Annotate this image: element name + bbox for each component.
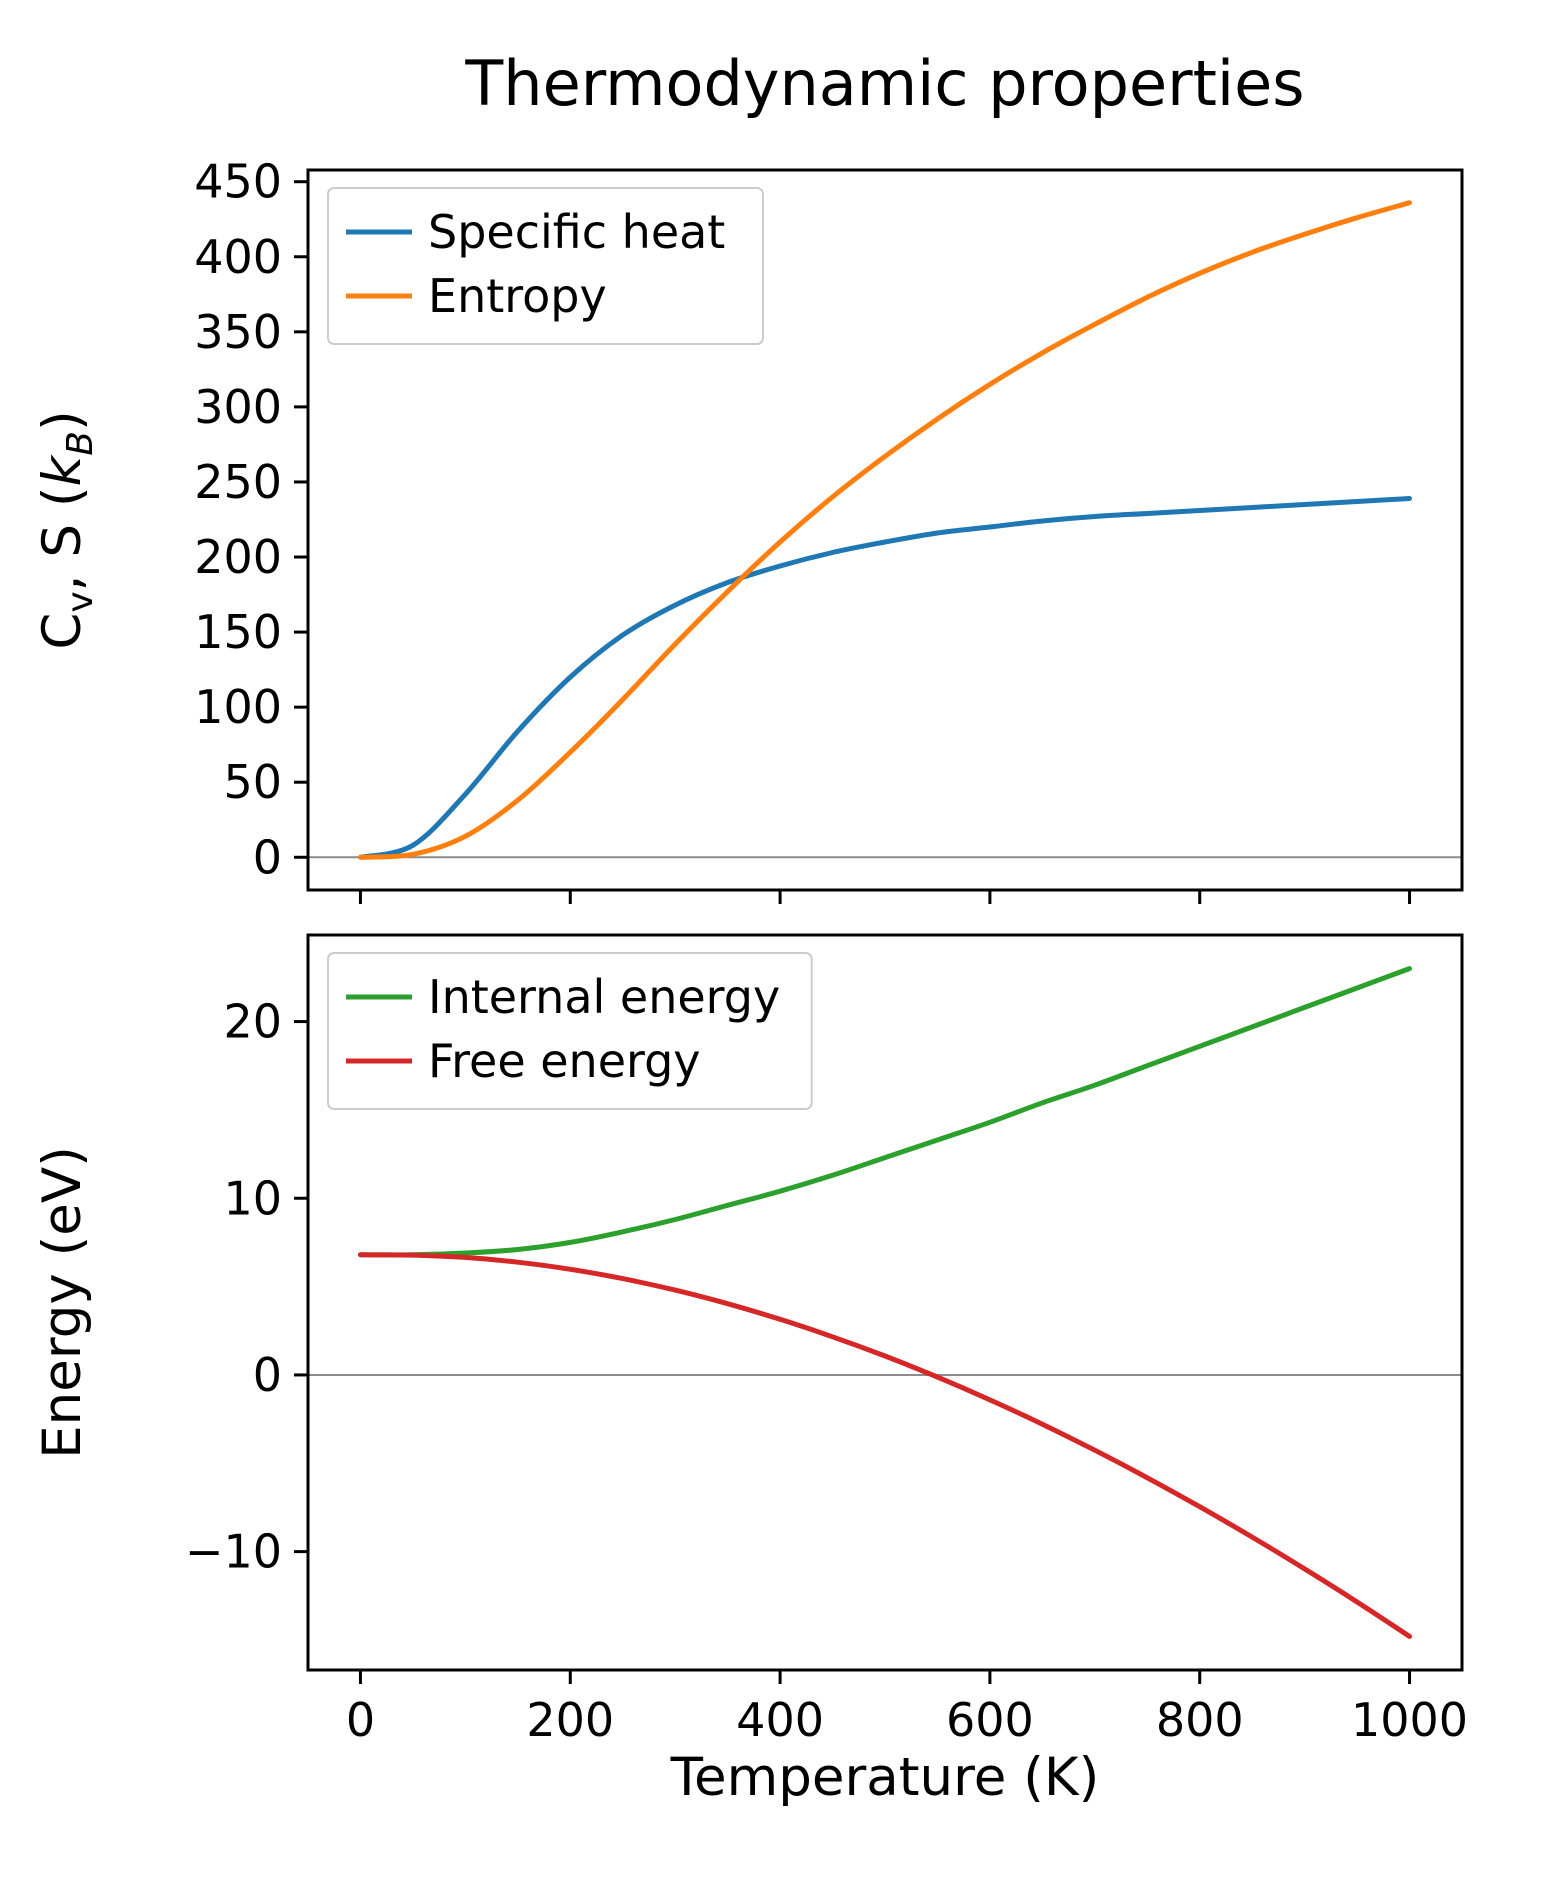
x-tick-label: 1000 (1351, 1693, 1468, 1747)
legend-label: Internal energy (428, 970, 780, 1024)
legend: Specific heat Entropy (327, 187, 764, 345)
x-tick-label: 400 (736, 1693, 824, 1747)
entropy-curve (358, 200, 1412, 860)
y-tick-label: 10 (223, 1171, 282, 1225)
y-tick-label: 250 (194, 455, 282, 509)
y-tick-label: 0 (253, 1348, 282, 1402)
y-tick-label: 50 (223, 755, 282, 809)
y-tick-label: 100 (194, 680, 282, 734)
top-plot: 0 50 100 150 200 250 300 350 400 450 Cv, S (kB) Spe… (32, 155, 1464, 904)
internal-energy-curve (358, 966, 1412, 1258)
y-tick-label: 400 (194, 230, 282, 284)
y-axis-label: Energy (eV) (32, 1146, 93, 1459)
x-tick-label: 0 (346, 1693, 375, 1747)
legend-label: Entropy (428, 269, 607, 323)
x-tick-label: 200 (526, 1693, 614, 1747)
x-axis-label: Temperature (K) (670, 1747, 1100, 1808)
legend: Internal energy Free energy (327, 952, 813, 1110)
plot-frame (306, 168, 1464, 892)
y-tick-label: 20 (223, 995, 282, 1049)
y-tick-label: 450 (194, 155, 282, 209)
specific-heat-curve (358, 496, 1412, 860)
legend-label: Free energy (428, 1034, 701, 1088)
legend-frame (327, 952, 813, 1110)
x-tick-label: 800 (1156, 1693, 1244, 1747)
y-tick-label: 300 (194, 380, 282, 434)
figure-title: Thermodynamic properties (464, 47, 1304, 120)
y-tick-label: 150 (194, 605, 282, 659)
bottom-plot: 0 200 400 600 800 1000 −10 0 10 20 Energy (eV) Inte… (32, 933, 1468, 1747)
free-energy-curve (358, 1252, 1412, 1639)
y-tick-label: 0 (253, 830, 282, 884)
y-tick-label: 350 (194, 305, 282, 359)
y-axis-label: Cv, S (kB) (32, 410, 101, 649)
y-tick-label: 200 (194, 530, 282, 584)
y-tick-label: −10 (185, 1525, 282, 1579)
legend-frame (327, 187, 764, 345)
legend-label: Specific heat (428, 205, 725, 259)
x-tick-label: 600 (946, 1693, 1034, 1747)
plot-frame (306, 933, 1464, 1672)
